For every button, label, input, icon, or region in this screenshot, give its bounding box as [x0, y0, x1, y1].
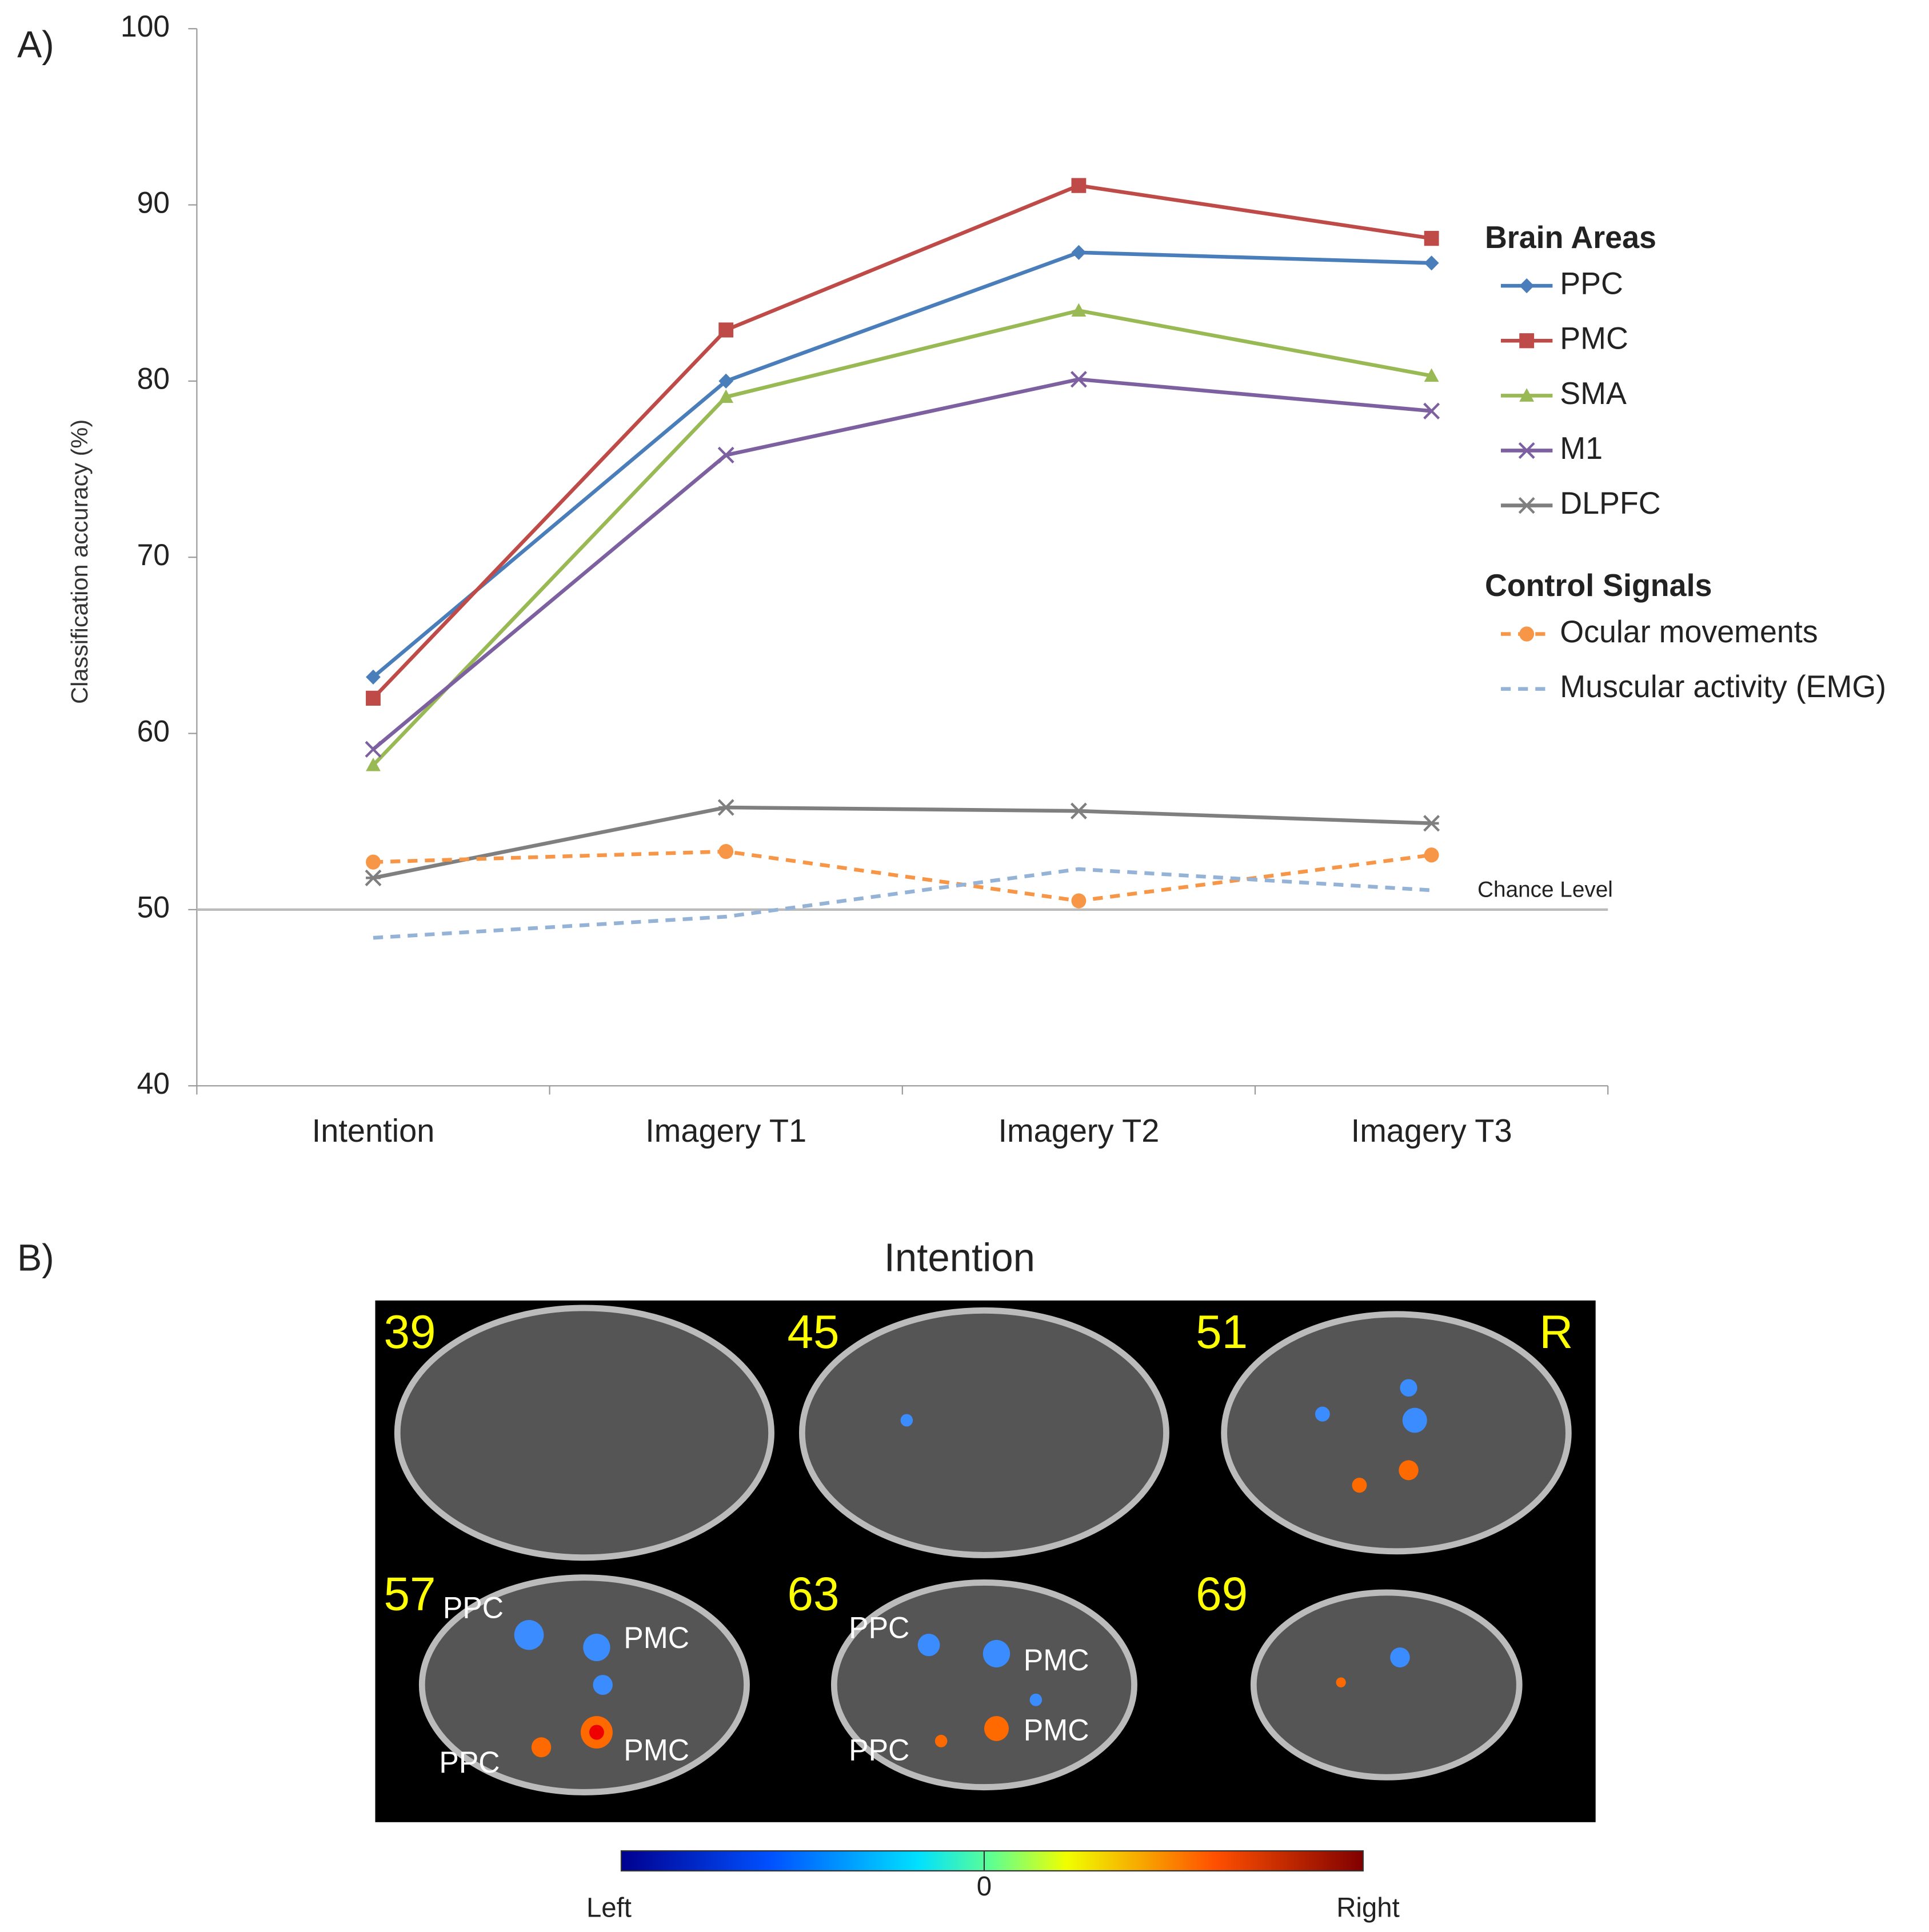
- region-label: PMC: [1024, 1714, 1089, 1747]
- slice-number: 45: [788, 1305, 840, 1358]
- legend-title: Control Signals: [1485, 569, 1712, 603]
- y-tick-label: 80: [137, 362, 170, 395]
- region-label: PMC: [624, 1734, 689, 1767]
- marker: [1070, 802, 1087, 819]
- marker: [366, 669, 381, 685]
- marker: [1071, 303, 1087, 317]
- legend-label: PPC: [1560, 266, 1623, 301]
- series-line: [372, 250, 1432, 679]
- slice-number: 51: [1196, 1305, 1248, 1358]
- marker: [1424, 847, 1439, 863]
- y-axis-label: Classification accuracy (%): [66, 419, 93, 704]
- legend-marker: [1518, 497, 1535, 514]
- orientation-label: R: [1539, 1305, 1573, 1358]
- marker: [1423, 402, 1440, 419]
- legend-label: DLPFC: [1560, 486, 1660, 521]
- legend-label: PMC: [1560, 321, 1628, 355]
- region-label: PPC: [443, 1591, 504, 1625]
- marker: [1071, 178, 1087, 193]
- y-tick-label: 90: [137, 186, 170, 219]
- x-tick-label: Intention: [312, 1113, 435, 1149]
- marker: [365, 869, 382, 887]
- series-line: [373, 805, 1432, 880]
- series-line: [372, 309, 1432, 767]
- marker: [366, 854, 381, 870]
- marker: [1423, 815, 1440, 832]
- y-tick-label: 50: [137, 891, 170, 924]
- legend-title: Brain Areas: [1485, 220, 1656, 254]
- marker: [365, 741, 382, 758]
- x-tick-label: Imagery T3: [1351, 1113, 1512, 1149]
- y-tick-label: 60: [137, 715, 170, 748]
- brain-panel: [375, 1300, 1596, 1872]
- x-tick-label: Imagery T2: [998, 1113, 1159, 1149]
- brain-title: Intention: [884, 1235, 1035, 1280]
- reference-label: Chance Level: [1477, 877, 1613, 902]
- legend-marker: [1518, 442, 1535, 459]
- slice-number: 57: [384, 1567, 436, 1621]
- marker: [1070, 371, 1087, 388]
- slice-number: 39: [384, 1305, 436, 1358]
- legend-marker: [1519, 388, 1535, 402]
- marker: [718, 843, 734, 859]
- marker: [1424, 368, 1439, 382]
- legend-label: SMA: [1560, 376, 1627, 410]
- marker: [718, 322, 734, 338]
- marker: [717, 446, 734, 464]
- region-label: PPC: [849, 1611, 909, 1645]
- marker: [366, 690, 381, 706]
- colorbar-label: Right: [1336, 1893, 1400, 1923]
- slice-number: 69: [1196, 1567, 1248, 1621]
- series-line: [372, 377, 1432, 751]
- colorbar-label: 0: [977, 1871, 992, 1902]
- slice-number: 63: [788, 1567, 840, 1621]
- marker: [717, 799, 734, 816]
- region-label: PPC: [439, 1746, 500, 1779]
- marker: [1071, 245, 1087, 260]
- x-tick-label: Imagery T1: [645, 1113, 806, 1149]
- y-tick-label: 70: [137, 539, 170, 572]
- colorbar-label: Left: [586, 1893, 632, 1923]
- legend-marker: [1519, 626, 1535, 642]
- marker: [366, 757, 381, 771]
- y-tick-label: 40: [137, 1067, 170, 1101]
- region-label: PMC: [1024, 1644, 1089, 1677]
- marker: [1071, 893, 1087, 909]
- marker: [718, 389, 734, 403]
- series-line: [373, 849, 1432, 903]
- legend-label: M1: [1560, 431, 1603, 466]
- legend-label: Ocular movements: [1560, 615, 1818, 649]
- marker: [718, 373, 734, 389]
- series-line: [373, 867, 1432, 940]
- legend-label: Muscular activity (EMG): [1560, 670, 1886, 704]
- legend-marker: [1519, 278, 1535, 294]
- legend-marker: [1519, 333, 1535, 349]
- marker: [1424, 231, 1439, 246]
- series-line: [372, 183, 1432, 700]
- panel-label: B): [17, 1237, 54, 1279]
- region-label: PPC: [849, 1734, 909, 1767]
- panel-label: A): [17, 23, 54, 66]
- y-tick-label: 100: [121, 10, 170, 43]
- region-label: PMC: [624, 1621, 689, 1654]
- marker: [1424, 255, 1439, 271]
